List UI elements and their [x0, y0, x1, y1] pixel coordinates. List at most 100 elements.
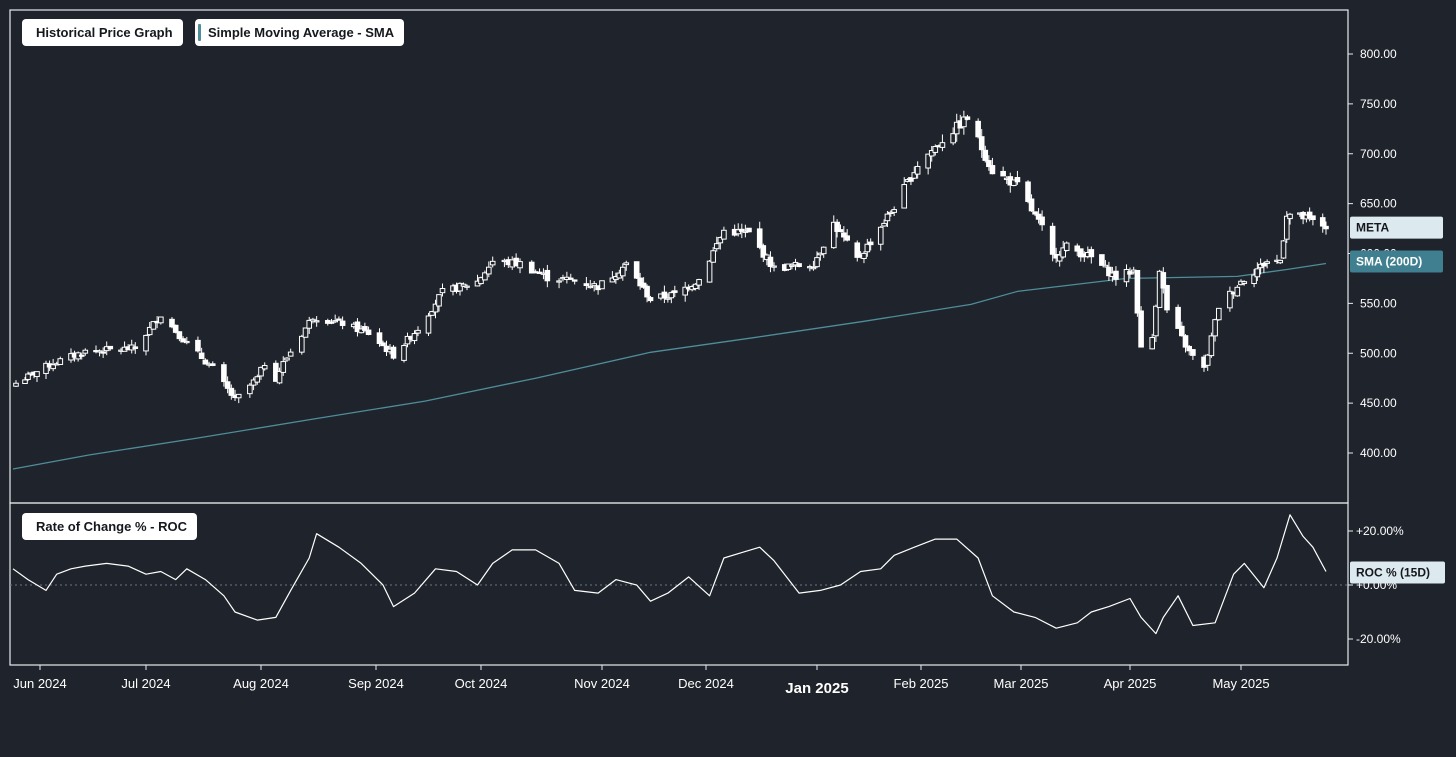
candle — [1179, 321, 1185, 337]
roc-tick-label: -20.00% — [1356, 632, 1401, 646]
candle — [810, 260, 817, 271]
candle — [34, 371, 40, 382]
candle — [107, 345, 114, 351]
candle-body — [844, 235, 850, 241]
candle — [78, 352, 85, 360]
candle — [864, 238, 871, 257]
candle-body — [891, 209, 897, 213]
candle-body — [390, 346, 397, 359]
candle — [925, 153, 931, 175]
candle — [254, 374, 261, 385]
candle — [556, 278, 562, 289]
candle — [82, 348, 89, 356]
candle — [1102, 260, 1109, 268]
candle — [280, 356, 287, 376]
sma-layer — [12, 262, 1327, 470]
legend-roc[interactable]: Rate of Change % - ROC — [22, 513, 197, 540]
candle-body — [180, 338, 186, 343]
x-tick-label: Jul 2024 — [121, 676, 170, 691]
legend-sma-label: Simple Moving Average - SMA — [208, 25, 395, 40]
candle-body — [224, 381, 231, 389]
legend-sma[interactable]: Simple Moving Average - SMA — [195, 19, 405, 46]
candle-body — [96, 350, 103, 353]
candle — [1134, 270, 1141, 317]
candle — [328, 318, 335, 325]
candle — [22, 377, 28, 385]
roc-panel-frame — [9, 502, 1349, 666]
candle-body — [908, 177, 914, 182]
candle — [143, 334, 149, 356]
x-tick-label: Oct 2024 — [455, 676, 508, 691]
candle — [623, 260, 630, 271]
candle-body — [150, 321, 157, 330]
candle — [96, 349, 103, 357]
candle — [1264, 259, 1270, 269]
legend-price[interactable]: Historical Price Graph — [22, 19, 183, 46]
candle-body — [814, 257, 820, 268]
candle — [908, 177, 914, 186]
candle-body — [989, 165, 996, 175]
candle-body — [528, 261, 535, 274]
x-tick-label: Feb 2025 — [894, 676, 949, 691]
price-tick-label: 700.00 — [1360, 147, 1397, 161]
candle — [302, 327, 309, 338]
candle-body — [34, 371, 40, 378]
candle — [195, 336, 201, 353]
candle — [276, 367, 283, 385]
candle-body — [1049, 225, 1056, 255]
candle-body — [411, 333, 418, 342]
candle-body — [746, 227, 752, 233]
candle — [310, 317, 316, 324]
candle-body — [713, 243, 720, 250]
candle — [544, 264, 551, 288]
candle-body — [706, 260, 713, 283]
candle — [184, 336, 190, 345]
candle-body — [1025, 181, 1031, 202]
candle-body — [13, 382, 19, 387]
candle-body — [1127, 271, 1133, 275]
candle — [928, 145, 935, 162]
candle — [1000, 166, 1006, 177]
candle — [939, 134, 946, 152]
candle — [57, 356, 64, 365]
candle — [517, 258, 523, 274]
candle-body — [43, 362, 49, 374]
candle — [100, 347, 106, 358]
candle-body — [796, 263, 802, 268]
candle — [861, 251, 867, 264]
candle-body — [1000, 170, 1006, 177]
candle-body — [975, 120, 981, 138]
price-panel-frame — [9, 9, 1349, 504]
candle-body — [771, 265, 777, 268]
candle-body — [1264, 261, 1270, 264]
sma-tag-background — [1350, 250, 1443, 273]
candle — [746, 227, 752, 233]
candle — [756, 221, 763, 250]
candle — [1227, 286, 1233, 312]
candle-body — [884, 213, 891, 222]
candle-body — [986, 160, 992, 168]
candle — [844, 229, 850, 242]
candle — [647, 295, 654, 303]
roc-tick-label: +20.00% — [1356, 524, 1404, 538]
candle — [978, 129, 985, 158]
candle-body — [176, 331, 183, 340]
candle-body — [591, 283, 597, 287]
candle-body — [1204, 354, 1211, 366]
candle-body — [25, 373, 31, 380]
candle — [460, 282, 467, 287]
price-tick-label: 500.00 — [1360, 346, 1397, 360]
candle-body — [1134, 270, 1141, 314]
price-tick-label: 750.00 — [1360, 97, 1397, 111]
candle-body — [460, 283, 467, 287]
candle-body — [432, 303, 439, 313]
candle — [169, 317, 175, 329]
candle — [640, 277, 647, 289]
legend-price-label: Historical Price Graph — [36, 25, 173, 40]
candle-body — [132, 346, 139, 349]
candle-body — [881, 222, 887, 227]
roc-tag-background — [1350, 561, 1445, 584]
candle-body — [841, 232, 847, 238]
candle — [975, 118, 981, 139]
